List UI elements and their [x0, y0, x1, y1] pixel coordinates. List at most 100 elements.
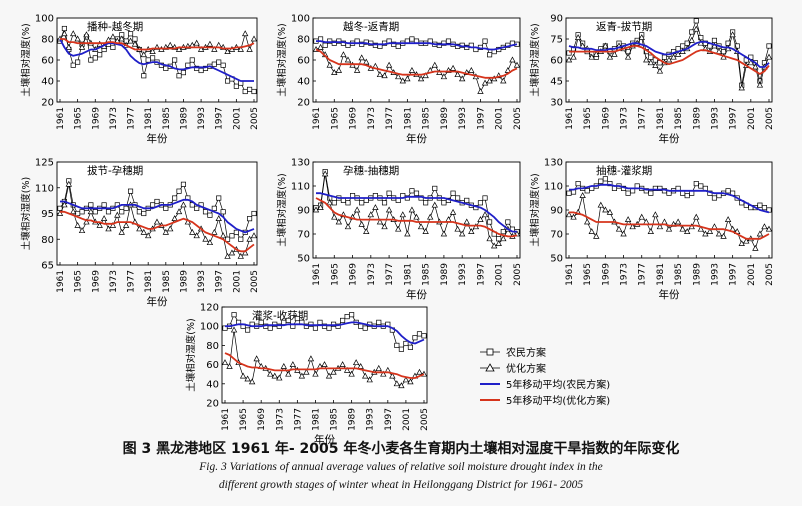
series-line-3 — [568, 40, 770, 68]
point-farmer — [79, 209, 85, 215]
x-tick-label: 1997 — [476, 263, 486, 286]
point-optimized — [738, 240, 745, 246]
point-optimized — [344, 56, 352, 63]
y-axis-label: 土壤相对湿度(%) — [20, 177, 32, 250]
point-optimized — [74, 221, 81, 228]
point-optimized — [193, 39, 200, 46]
point-farmer — [482, 38, 488, 44]
point-farmer — [97, 52, 103, 58]
y-tick-label: 120 — [200, 303, 219, 314]
point-optimized — [702, 230, 709, 237]
y-axis-label: 土壤相对湿度(%) — [529, 23, 541, 96]
x-tick-label: 2005 — [250, 107, 260, 130]
x-tick-label: 1965 — [74, 270, 84, 293]
y-tick-label: 60 — [297, 56, 310, 67]
legend-label-optimized: 优化方案 — [506, 362, 546, 375]
x-tick-label: 2005 — [513, 263, 523, 286]
point-optimized — [665, 225, 673, 232]
chart-title: 灌浆-收获期 — [252, 309, 308, 322]
point-optimized — [340, 51, 347, 58]
y-tick-label: 70 — [297, 230, 310, 241]
x-tick-label: 1977 — [638, 107, 648, 130]
caption-english-line-1: Fig. 3 Variations of annual average valu… — [199, 461, 603, 473]
point-optimized — [358, 54, 365, 61]
y-tick-label: 50 — [550, 254, 563, 265]
point-optimized — [706, 228, 714, 234]
point-optimized — [674, 50, 682, 57]
y-tick-label: 40 — [206, 379, 219, 390]
x-axis-label: 年份 — [314, 433, 335, 446]
point-optimized — [330, 368, 337, 375]
chart-title: 返青-拔节期 — [596, 20, 652, 33]
point-optimized — [606, 53, 614, 60]
point-farmer — [482, 195, 488, 201]
point-optimized — [352, 359, 360, 366]
point-optimized — [241, 30, 249, 37]
point-farmer — [172, 195, 178, 201]
legend-marker-triangle — [485, 363, 495, 372]
point-optimized — [765, 225, 773, 232]
point-optimized — [244, 375, 251, 382]
point-optimized — [78, 43, 86, 50]
point-optimized — [144, 232, 152, 239]
x-tick-label: 1961 — [312, 263, 322, 286]
point-farmer — [487, 52, 493, 58]
point-optimized — [399, 211, 406, 218]
point-optimized — [239, 372, 247, 379]
x-tick-label: 1989 — [179, 270, 189, 293]
point-optimized — [83, 218, 90, 225]
point-optimized — [715, 230, 723, 237]
point-optimized — [624, 216, 632, 222]
point-optimized — [399, 77, 406, 84]
point-optimized — [118, 35, 125, 42]
point-farmer — [180, 70, 187, 76]
point-optimized — [331, 69, 338, 75]
x-tick-label: 2001 — [495, 107, 505, 130]
point-farmer — [247, 216, 253, 222]
point-farmer — [362, 325, 368, 331]
x-tick-label: 1973 — [620, 263, 630, 286]
point-optimized — [303, 368, 310, 375]
point-optimized — [417, 223, 425, 230]
chart-6: 50 70 90 110 130 1961 1965 1969 1973 1977 1981 1985… — [529, 158, 775, 302]
point-optimized — [500, 77, 507, 84]
x-tick-label: 1985 — [162, 270, 172, 293]
y-tick-label: 95 — [41, 209, 54, 220]
point-optimized — [246, 45, 253, 52]
caption-english-line-2: different growth stages of winter wheat … — [218, 479, 584, 491]
point-optimized — [367, 211, 375, 218]
point-optimized — [752, 63, 759, 70]
point-farmer — [505, 219, 511, 225]
point-optimized — [312, 370, 319, 377]
legend-item-optimized: 优化方案 — [480, 362, 546, 375]
point-farmer — [105, 209, 112, 215]
x-tick-label: 2005 — [765, 263, 775, 286]
point-optimized — [100, 215, 108, 221]
point-optimized — [468, 66, 475, 73]
point-optimized — [693, 213, 700, 220]
point-optimized — [171, 215, 178, 221]
point-farmer — [285, 317, 291, 323]
point-optimized — [363, 228, 370, 234]
point-optimized — [344, 223, 352, 230]
y-axis-label: 土壤相对湿度(%) — [20, 23, 32, 96]
point-optimized — [221, 359, 229, 366]
x-tick-label: 1997 — [729, 263, 739, 286]
point-optimized — [339, 361, 346, 367]
point-optimized — [720, 232, 727, 239]
point-farmer — [381, 200, 388, 206]
point-optimized — [611, 50, 618, 57]
point-farmer — [224, 236, 231, 242]
point-farmer — [340, 317, 346, 323]
point-optimized — [602, 42, 609, 49]
point-optimized — [490, 242, 498, 249]
point-farmer — [464, 197, 470, 203]
point-farmer — [487, 219, 493, 225]
point-optimized — [670, 53, 677, 60]
x-tick-label: 1989 — [348, 408, 358, 431]
point-optimized — [495, 240, 502, 246]
point-optimized — [761, 223, 768, 230]
point-farmer — [648, 190, 654, 196]
point-farmer — [335, 323, 341, 329]
